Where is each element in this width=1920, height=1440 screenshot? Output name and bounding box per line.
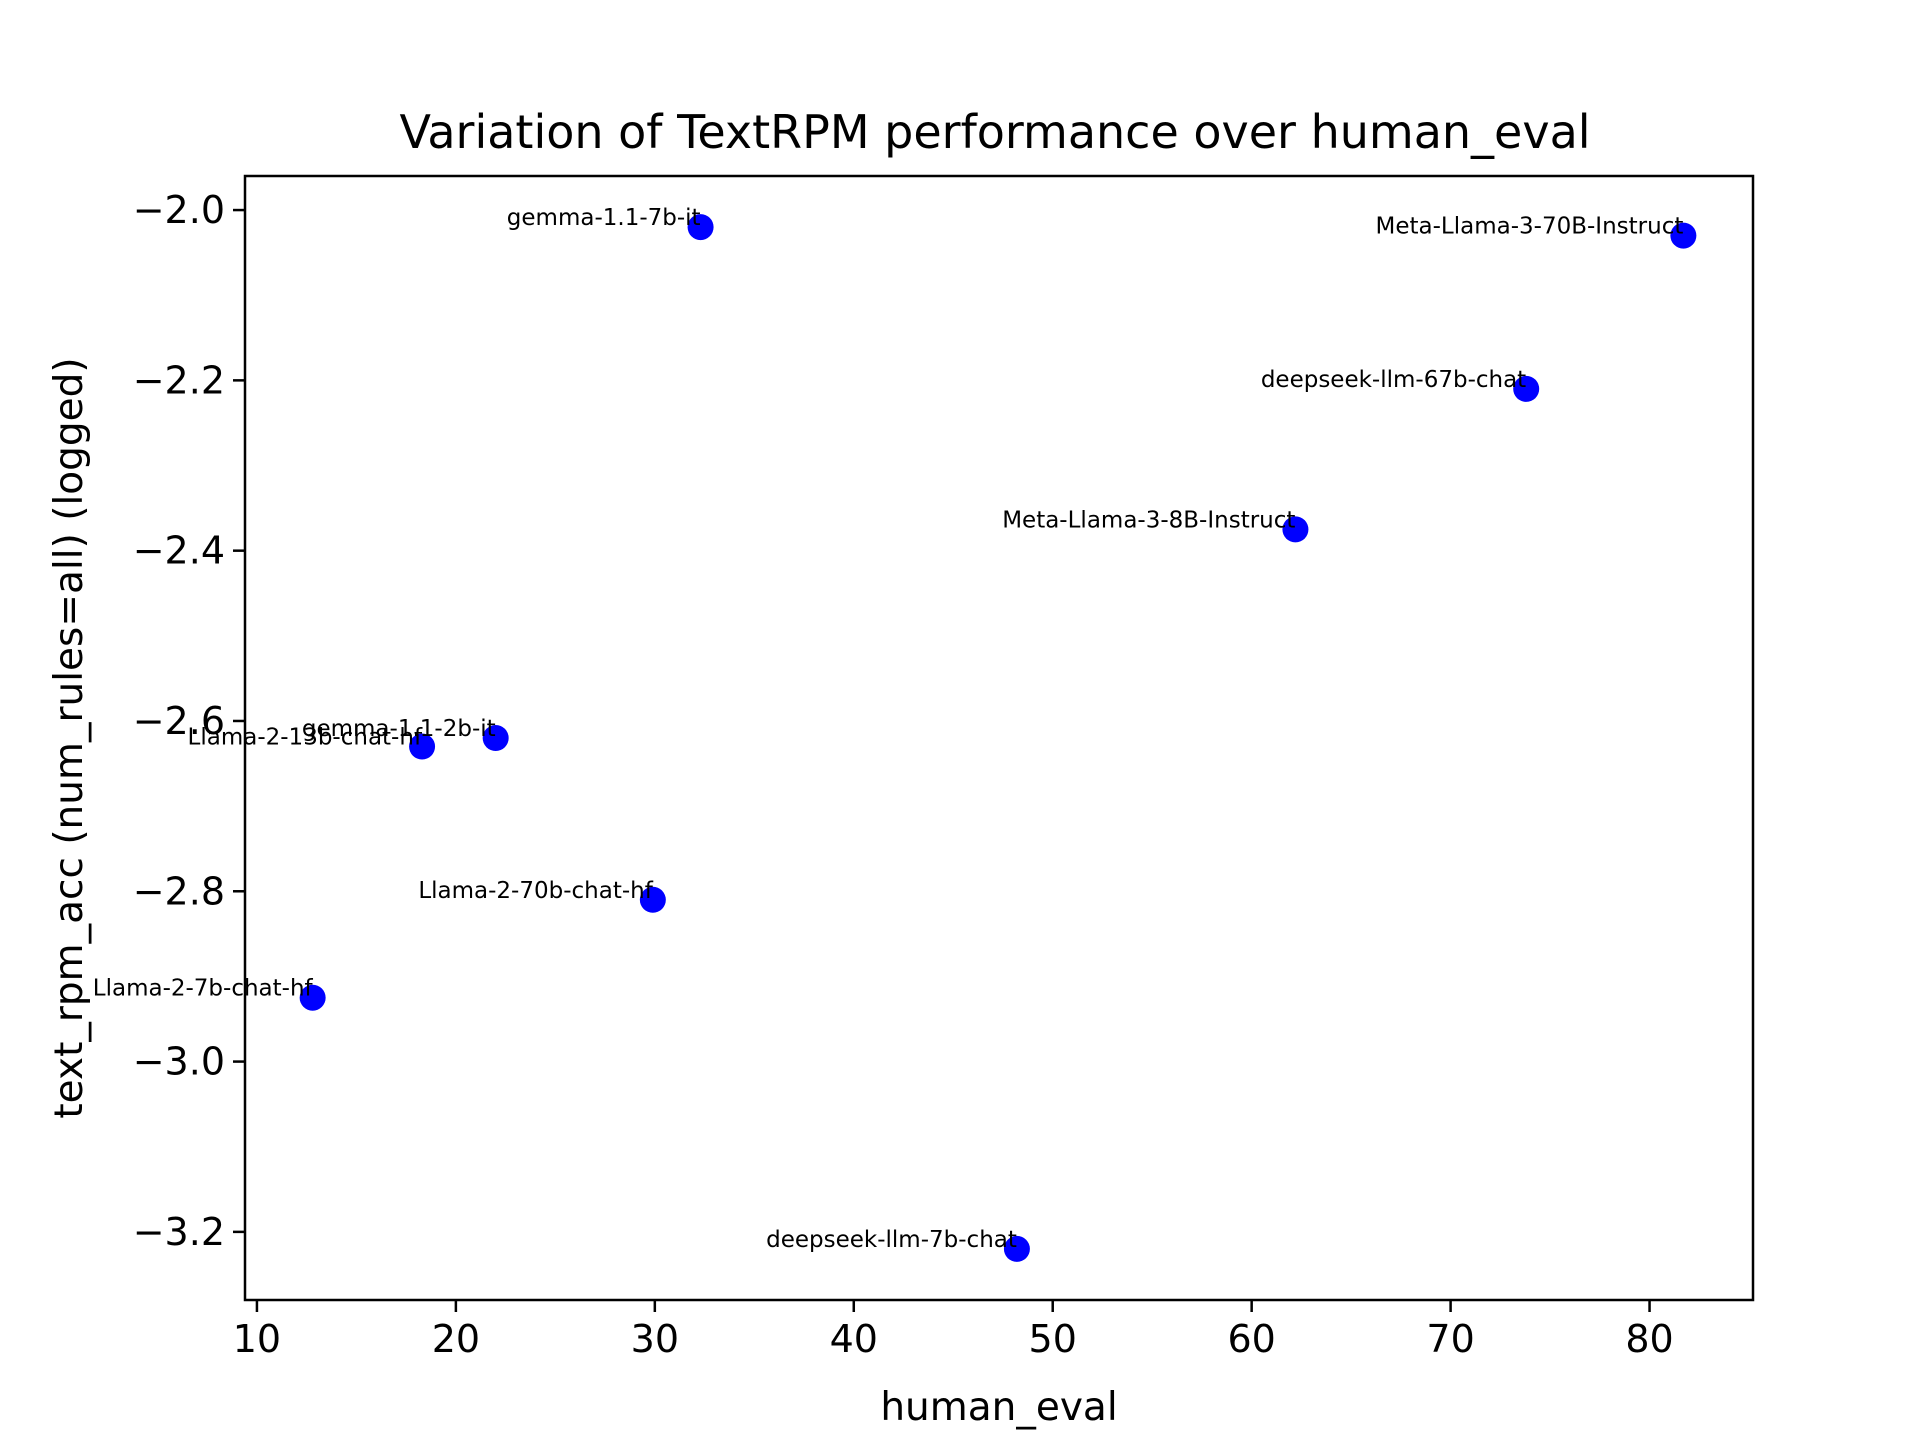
- x-tick-label: 20: [432, 1317, 480, 1361]
- data-point-label: Meta-Llama-3-8B-Instruct: [1002, 507, 1295, 533]
- y-axis-label: text_rpm_acc (num_rules=all) (logged): [47, 357, 92, 1118]
- x-axis: 10 20 30 40 50 60 70 80: [233, 1300, 1674, 1361]
- x-axis-label: human_eval: [880, 1385, 1117, 1430]
- data-point: [1670, 222, 1697, 249]
- point-labels-layer: gemma-1.1-7b-it Meta-Llama-3-70B-Instruct…: [93, 205, 1684, 1253]
- x-tick-label: 70: [1426, 1317, 1474, 1361]
- data-point: [1282, 516, 1309, 543]
- data-point-label: Meta-Llama-3-70B-Instruct: [1376, 214, 1684, 240]
- data-point: [1513, 375, 1540, 402]
- data-point-label: gemma-1.1-7b-it: [507, 205, 701, 231]
- x-tick-label: 10: [233, 1317, 281, 1361]
- data-point: [639, 886, 666, 913]
- y-tick-label: −2.4: [133, 529, 225, 573]
- data-point: [482, 725, 509, 751]
- y-tick-label: −2.8: [133, 869, 225, 913]
- y-tick-label: −2.0: [133, 188, 225, 232]
- x-tick-label: 40: [830, 1317, 878, 1361]
- x-tick-label: 30: [631, 1317, 679, 1361]
- y-tick-label: −2.2: [133, 358, 225, 402]
- data-point: [1003, 1235, 1030, 1262]
- data-point-label: Llama-2-70b-chat-hf: [418, 878, 653, 904]
- data-point-label: Llama-2-7b-chat-hf: [93, 976, 314, 1002]
- data-point-label: gemma-1.1-2b-it: [302, 716, 496, 742]
- data-point: [409, 733, 436, 760]
- y-tick-label: −3.0: [133, 1040, 225, 1084]
- x-tick-label: 80: [1625, 1317, 1673, 1361]
- y-tick-label: −3.2: [133, 1210, 225, 1254]
- data-point: [687, 214, 714, 241]
- data-point: [299, 984, 326, 1011]
- data-point-label: deepseek-llm-67b-chat: [1261, 367, 1526, 393]
- chart-title: Variation of TextRPM performance over hu…: [399, 105, 1590, 159]
- points-layer: [299, 214, 1697, 1262]
- plot-frame: [243, 174, 1755, 1302]
- y-tick-label: −2.6: [133, 699, 225, 743]
- y-axis: −2.0 −2.2 −2.4 −2.6 −2.8 −3.0 −3.2: [133, 188, 245, 1254]
- data-point-label: Llama-2-13b-chat-hf: [188, 725, 423, 751]
- data-point-label: deepseek-llm-7b-chat: [766, 1227, 1017, 1253]
- x-tick-label: 60: [1227, 1317, 1275, 1361]
- x-tick-label: 50: [1029, 1317, 1077, 1361]
